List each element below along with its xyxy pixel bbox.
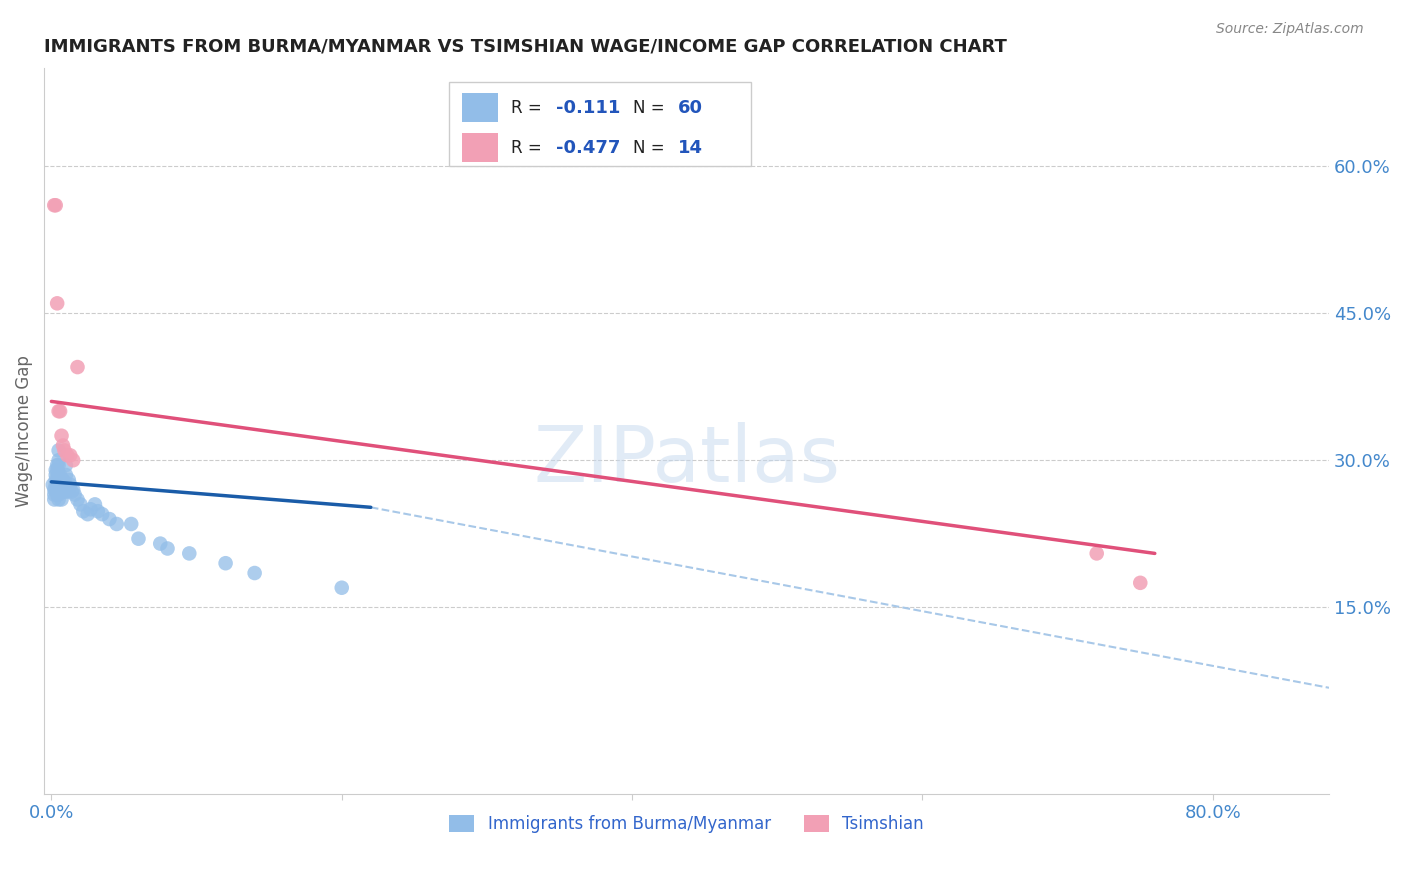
Point [55,458,77,472]
Point [52,473,75,487]
Point [53,484,76,499]
FancyBboxPatch shape [449,82,751,166]
FancyBboxPatch shape [461,93,498,122]
Point [44,198,66,212]
Text: R =: R = [510,98,547,117]
Point [45,473,67,487]
Point [53,443,76,458]
Point [84,497,107,511]
Point [243,566,266,580]
Point [66,360,89,375]
Point [63,487,86,501]
Point [55,467,77,482]
Point [58,483,80,497]
Point [48,458,70,472]
Point [46,477,69,491]
Point [51,428,73,442]
Point [42,477,65,491]
Point [46,473,69,487]
Point [48,467,70,482]
Point [51,492,73,507]
Point [69,497,91,511]
Point [1085,546,1108,560]
Text: -0.477: -0.477 [555,138,620,157]
Point [56,484,79,499]
Point [44,483,66,497]
Point [98,512,121,526]
Text: N =: N = [633,138,669,157]
Text: IMMIGRANTS FROM BURMA/MYANMAR VS TSIMSHIAN WAGE/INCOME GAP CORRELATION CHART: IMMIGRANTS FROM BURMA/MYANMAR VS TSIMSHI… [44,37,1007,55]
Point [149,536,172,550]
Point [1129,575,1152,590]
Point [48,404,70,418]
Point [45,483,67,497]
Text: Source: ZipAtlas.com: Source: ZipAtlas.com [1216,22,1364,37]
Point [49,467,72,482]
Text: R =: R = [510,138,547,157]
Point [66,492,89,507]
Point [76,507,98,521]
Point [53,475,76,489]
Point [56,448,79,462]
Point [105,516,128,531]
Point [330,581,353,595]
Point [46,458,69,472]
Point [62,483,84,497]
Y-axis label: Wage/Income Gap: Wage/Income Gap [15,355,32,507]
Point [48,443,70,458]
Point [156,541,179,556]
Text: ZIPatlas: ZIPatlas [533,422,839,498]
Point [48,453,70,467]
Point [49,475,72,489]
Point [52,481,75,495]
Point [48,477,70,491]
Point [214,556,236,570]
Point [58,473,80,487]
Point [87,504,110,518]
Text: 60: 60 [678,98,703,117]
Point [44,492,66,507]
Point [55,477,77,491]
Point [72,504,94,518]
Point [46,296,69,310]
Point [48,487,70,501]
Point [79,502,101,516]
Point [49,404,72,418]
Point [60,484,83,499]
Point [48,473,70,487]
FancyBboxPatch shape [461,133,498,162]
Point [91,507,114,521]
Text: -0.111: -0.111 [555,98,620,117]
Point [48,492,70,507]
Point [51,484,73,499]
Point [59,477,82,491]
Point [52,438,75,452]
Point [49,483,72,497]
Point [45,467,67,482]
Point [46,487,69,501]
Text: N =: N = [633,98,669,117]
Point [45,198,67,212]
Point [120,516,142,531]
Point [46,463,69,477]
Point [59,448,82,462]
Point [44,487,66,501]
Point [127,532,149,546]
Point [45,463,67,477]
Point [62,453,84,467]
Point [45,477,67,491]
Text: 14: 14 [678,138,703,157]
Legend: Immigrants from Burma/Myanmar, Tsimshian: Immigrants from Burma/Myanmar, Tsimshian [443,808,931,839]
Point [51,477,73,491]
Point [179,546,201,560]
